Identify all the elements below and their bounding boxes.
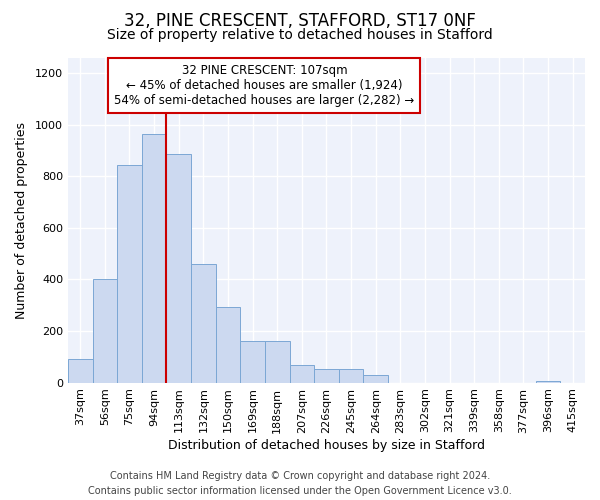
- Bar: [142, 134, 166, 382]
- Bar: [290, 365, 314, 382]
- Bar: [191, 264, 215, 382]
- Bar: [117, 164, 142, 382]
- Bar: [339, 370, 364, 382]
- Text: 32, PINE CRESCENT, STAFFORD, ST17 0NF: 32, PINE CRESCENT, STAFFORD, ST17 0NF: [124, 12, 476, 30]
- Bar: [240, 342, 265, 382]
- Y-axis label: Number of detached properties: Number of detached properties: [15, 122, 28, 318]
- Bar: [364, 375, 388, 382]
- Text: Size of property relative to detached houses in Stafford: Size of property relative to detached ho…: [107, 28, 493, 42]
- Bar: [166, 154, 191, 382]
- Bar: [314, 370, 339, 382]
- Bar: [215, 306, 240, 382]
- Bar: [92, 280, 117, 382]
- Text: 32 PINE CRESCENT: 107sqm
← 45% of detached houses are smaller (1,924)
54% of sem: 32 PINE CRESCENT: 107sqm ← 45% of detach…: [114, 64, 415, 107]
- Text: Contains HM Land Registry data © Crown copyright and database right 2024.
Contai: Contains HM Land Registry data © Crown c…: [88, 471, 512, 496]
- Bar: [265, 342, 290, 382]
- Bar: [68, 360, 92, 382]
- X-axis label: Distribution of detached houses by size in Stafford: Distribution of detached houses by size …: [168, 440, 485, 452]
